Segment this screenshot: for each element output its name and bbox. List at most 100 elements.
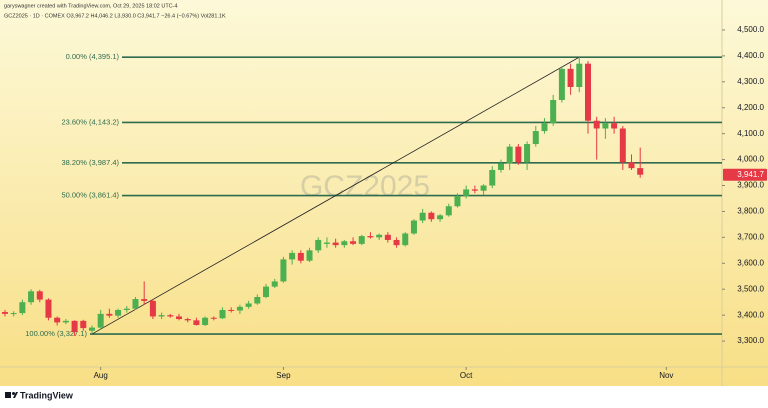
candle-body [358, 236, 365, 244]
x-tick-label: Nov [659, 371, 673, 380]
candle-body [10, 313, 17, 315]
y-tick-label: 3,300.0 [737, 336, 764, 345]
candle-body [341, 241, 348, 246]
y-tick-label: 4,500.0 [737, 25, 764, 34]
chart-background [0, 0, 768, 386]
candle-body [576, 63, 583, 87]
candle-body [202, 317, 209, 325]
y-tick-label: 3,500.0 [737, 284, 764, 293]
candle-body [132, 299, 139, 309]
candle-body [323, 242, 330, 244]
x-tick-label: Oct [460, 371, 473, 380]
candle-body [524, 144, 531, 163]
candle-body [141, 299, 148, 301]
candle-body [567, 68, 574, 87]
candle-body [62, 320, 69, 323]
candle-body [115, 309, 122, 316]
candle-body [245, 303, 252, 307]
candle-body [506, 146, 513, 164]
candle-body [297, 252, 304, 261]
candle-body [28, 291, 35, 303]
candle-body [167, 315, 174, 317]
y-tick-label: 4,000.0 [737, 155, 764, 164]
candle-body [184, 319, 191, 321]
candle-body [419, 212, 426, 221]
candle-body [402, 233, 409, 246]
candle-body [54, 317, 61, 323]
y-tick-label: 3,800.0 [737, 207, 764, 216]
candle-body [36, 291, 43, 300]
candle-body [210, 317, 217, 319]
candle-body [263, 286, 270, 297]
candle-body [480, 185, 487, 191]
fib-level-label: 100.00% (3,327.1) [25, 329, 87, 338]
x-tick-label: Sep [276, 371, 291, 380]
candle-body [584, 63, 591, 121]
candle-body [315, 239, 322, 251]
fib-level-label: 38.20% (3,987.4) [61, 158, 119, 167]
candle-body [437, 215, 444, 220]
candle-body [497, 163, 504, 170]
candle-body [280, 259, 287, 282]
candle-body [228, 309, 235, 311]
candle-body [219, 309, 226, 319]
candle-body [550, 99, 557, 124]
last-price-label: 3,941.7 [737, 170, 764, 179]
candle-body [332, 242, 339, 246]
candle-body [602, 123, 609, 129]
candle-body [19, 302, 26, 314]
candle-body [193, 320, 200, 325]
y-tick-label: 3,400.0 [737, 310, 764, 319]
last-price-tag [723, 168, 767, 181]
candle-body [106, 313, 113, 316]
y-tick-label: 4,200.0 [737, 103, 764, 112]
candle-body [123, 308, 130, 310]
y-tick-label: 4,400.0 [737, 51, 764, 60]
candle-body [367, 236, 374, 238]
candle-body [541, 123, 548, 132]
trend-line [91, 56, 580, 335]
candle-body [254, 297, 261, 304]
x-tick-label: Aug [94, 371, 108, 380]
logo-mark [5, 392, 11, 398]
header-symbol: GCZ2025 · 1D · COMEX O3,967.2 H4,046.2 L… [4, 13, 226, 19]
candle-body [463, 189, 470, 196]
candle-body [236, 306, 243, 311]
candle-body [619, 128, 626, 163]
header-credit: garyswagner created with TradingView.com… [4, 3, 178, 9]
candle-body [158, 315, 165, 317]
y-tick-label: 3,900.0 [737, 181, 764, 190]
fib-level-label: 23.60% (4,143.2) [61, 117, 119, 126]
candle-body [489, 169, 496, 186]
fib-level-label: 50.00% (3,861.4) [61, 191, 119, 200]
candle-body [350, 241, 357, 244]
candle-body [80, 320, 87, 329]
candle-body [611, 123, 618, 129]
candle-body [558, 68, 565, 100]
candle-body [71, 320, 78, 332]
candle-body [410, 220, 417, 234]
fib-level-label: 0.00% (4,395.1) [66, 52, 120, 61]
candle-body [376, 234, 383, 238]
candle-body [532, 131, 539, 145]
y-tick-label: 3,700.0 [737, 232, 764, 241]
candle-body [175, 316, 182, 320]
candle-body [471, 189, 478, 191]
candle-body [454, 195, 461, 207]
logo-mark [12, 392, 15, 395]
watermark: GCZ2025 [300, 170, 430, 203]
candle-body [593, 120, 600, 129]
candle-body [384, 234, 391, 240]
candle-body [149, 300, 156, 317]
candle-body [97, 313, 104, 328]
candle-body [306, 250, 313, 261]
candle-body [271, 281, 278, 287]
y-tick-label: 3,600.0 [737, 258, 764, 267]
candle-body [289, 252, 296, 260]
candle-body [628, 162, 635, 169]
footer-brand: TradingView [20, 390, 74, 400]
candle-body [445, 206, 452, 216]
candle-body [515, 146, 522, 163]
y-tick-label: 4,100.0 [737, 129, 764, 138]
